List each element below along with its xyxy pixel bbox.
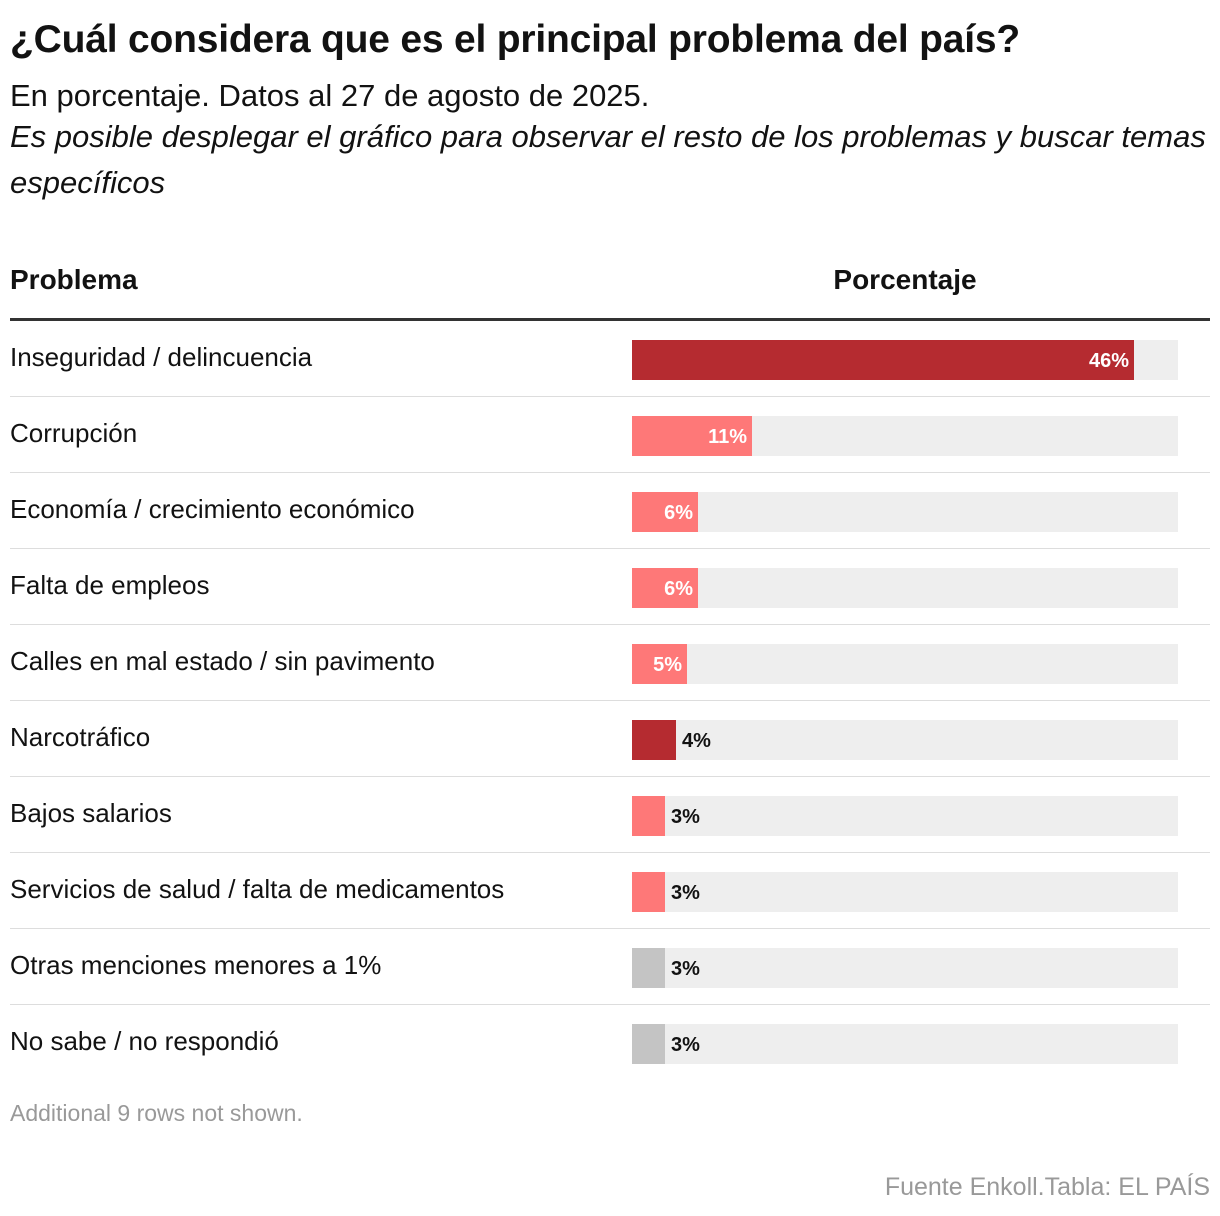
bar-value-label: 3% (671, 958, 700, 980)
chart-subtitle: En porcentaje. Datos al 27 de agosto de … (10, 78, 650, 113)
bar-value-label: 6% (664, 502, 693, 524)
bar-track: 4% (632, 720, 1178, 760)
row-label: Inseguridad / delincuencia (10, 342, 313, 372)
bar-track: 3% (632, 1024, 1178, 1064)
bar-track: 6% (632, 492, 1178, 532)
row-label: Falta de empleos (10, 570, 210, 600)
table-header: Problema Porcentaje (10, 256, 1210, 321)
source-credit: Fuente Enkoll.Tabla: EL PAÍS (884, 1173, 1210, 1201)
chart-note: Es posible desplegar el gráfico para obs… (10, 119, 1206, 200)
bar-track: 6% (632, 568, 1178, 608)
table-body: Inseguridad / delincuencia 46% Corrupción 1… (10, 321, 1210, 1080)
bar-value-label: 3% (671, 1034, 700, 1056)
bar-track: 46% (632, 340, 1178, 380)
bar-track: 11% (632, 416, 1178, 456)
table-row: Servicios de salud / falta de medicament… (10, 853, 1210, 929)
row-label: Economía / crecimiento económico (10, 494, 415, 524)
bar-track: 5% (632, 644, 1178, 684)
table-row: Inseguridad / delincuencia 46% (10, 321, 1210, 397)
bar (632, 416, 752, 456)
table-row: Bajos salarios 3% (10, 777, 1210, 853)
row-label: Corrupción (10, 418, 138, 448)
bar-value-label: 3% (671, 806, 700, 828)
column-header-percentage[interactable]: Porcentaje (833, 264, 977, 295)
table-row: Narcotráfico 4% (10, 701, 1210, 777)
row-label: Bajos salarios (10, 798, 172, 828)
bar-track: 3% (632, 796, 1178, 836)
bar (632, 492, 698, 532)
bar-value-label: 4% (682, 730, 711, 752)
table-row: Economía / crecimiento económico 6% (10, 473, 1210, 549)
table-row: Falta de empleos 6% (10, 549, 1210, 625)
row-label: No sabe / no respondió (10, 1026, 279, 1056)
bar (632, 340, 1134, 380)
bar-track: 3% (632, 948, 1178, 988)
row-label: Otras menciones menores a 1% (10, 950, 382, 980)
bar-value-label: 5% (653, 654, 682, 676)
bar (632, 948, 665, 988)
bar-value-label: 3% (671, 882, 700, 904)
footnote: Additional 9 rows not shown. (10, 1100, 303, 1126)
bar-track: 3% (632, 872, 1178, 912)
bar-value-label: 46% (1088, 350, 1129, 372)
bar-value-label: 6% (664, 578, 693, 600)
bar (632, 720, 676, 760)
table-row: Calles en mal estado / sin pavimento 5% (10, 625, 1210, 701)
row-label: Calles en mal estado / sin pavimento (10, 646, 435, 676)
bar (632, 796, 665, 836)
chart-title: ¿Cuál considera que es el principal prob… (10, 18, 1020, 61)
bar (632, 568, 698, 608)
bar (632, 872, 665, 912)
bar (632, 644, 687, 684)
row-label: Narcotráfico (10, 722, 151, 752)
row-label: Servicios de salud / falta de medicament… (10, 874, 505, 904)
bar (632, 1024, 665, 1064)
bar-value-label: 11% (708, 426, 747, 448)
table-row: Corrupción 11% (10, 397, 1210, 473)
table-row: No sabe / no respondió 3% (10, 1005, 1210, 1080)
column-header-problem[interactable]: Problema (10, 264, 138, 295)
table-row: Otras menciones menores a 1% 3% (10, 929, 1210, 1005)
